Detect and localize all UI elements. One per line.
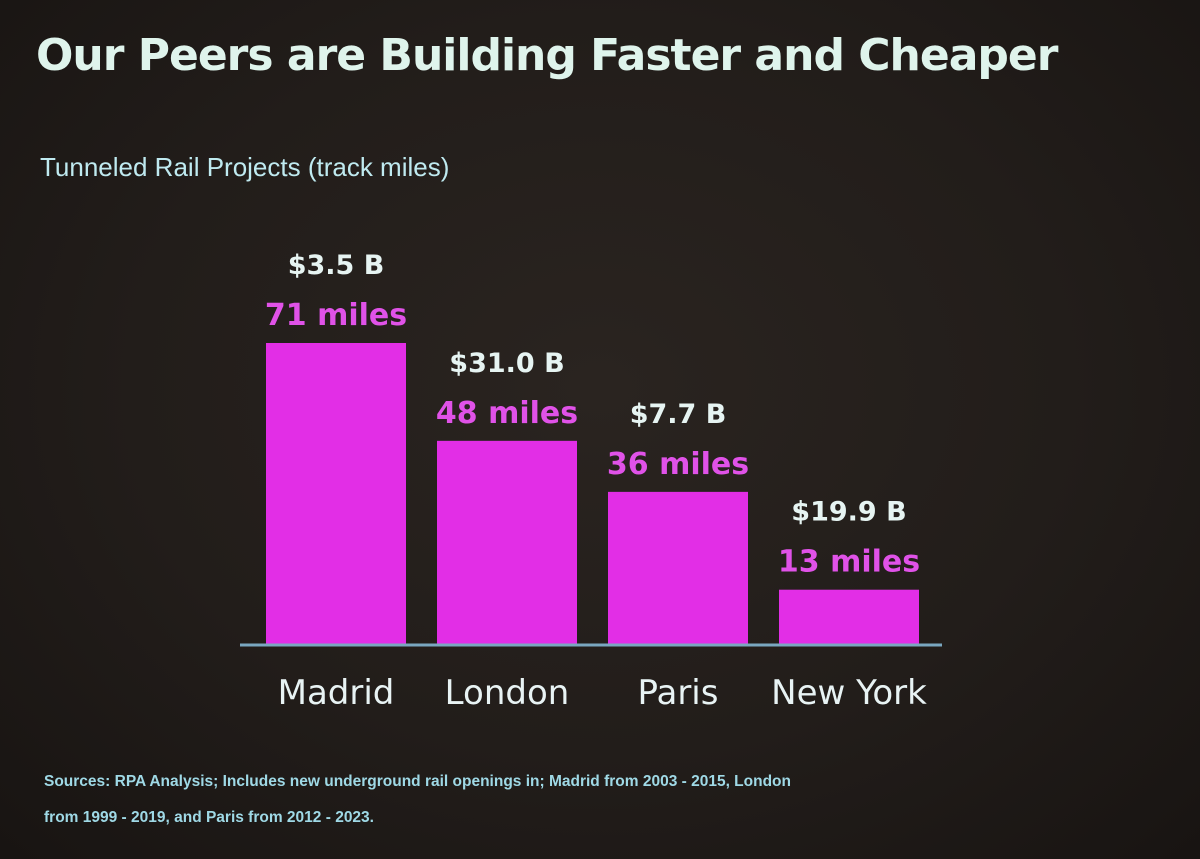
category-label-madrid: Madrid	[278, 673, 395, 713]
slide-title: Our Peers are Building Faster and Cheape…	[36, 30, 1058, 81]
cost-label-madrid: $3.5 B	[288, 250, 385, 281]
miles-label-madrid: 71 miles	[265, 298, 407, 333]
bar-new-york	[779, 589, 919, 645]
miles-label-london: 48 miles	[436, 396, 578, 431]
bar-london	[437, 440, 577, 645]
sources-note: Sources: RPA Analysis; Includes new unde…	[44, 773, 791, 826]
miles-label-paris: 36 miles	[607, 447, 749, 482]
miles-label-new-york: 13 miles	[778, 545, 920, 580]
category-label-london: London	[445, 673, 570, 713]
bar-madrid	[266, 343, 406, 645]
cost-label-london: $31.0 B	[449, 348, 564, 379]
cost-label-paris: $7.7 B	[630, 399, 727, 430]
category-label-new-york: New York	[771, 673, 927, 713]
chart-subtitle: Tunneled Rail Projects (track miles)	[40, 152, 450, 182]
cost-label-new-york: $19.9 B	[791, 497, 906, 528]
bar-paris	[608, 491, 748, 645]
category-label-paris: Paris	[638, 673, 719, 713]
